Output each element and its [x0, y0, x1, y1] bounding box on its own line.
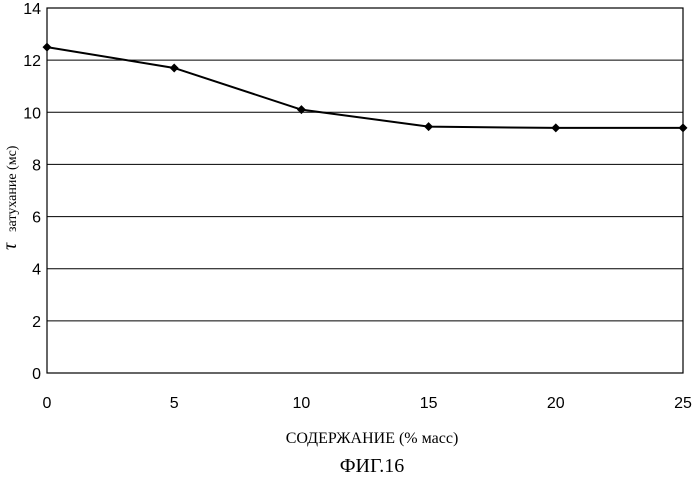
x-tick-label: 10	[293, 395, 311, 412]
data-point-marker	[679, 123, 688, 132]
data-point-marker	[43, 43, 52, 52]
data-point-marker	[551, 123, 560, 132]
series-group	[43, 43, 688, 133]
x-tick-label: 25	[674, 395, 692, 412]
x-tick-label: 15	[420, 395, 438, 412]
y-tick-label: 2	[32, 314, 41, 331]
figure-caption: ФИГ.16	[340, 455, 405, 477]
y-tick-label: 4	[32, 262, 41, 279]
x-tick-label: 0	[43, 395, 52, 412]
y-axis-label: τ затухание (мс)	[0, 145, 21, 250]
data-point-marker	[424, 122, 433, 131]
y-axis-title: затухание (мс)	[5, 145, 20, 232]
y-tick-label: 0	[32, 366, 41, 383]
y-tick-label: 12	[23, 53, 41, 70]
y-tick-label: 10	[23, 105, 41, 122]
grid-lines	[47, 60, 683, 321]
x-tick-label: 5	[170, 395, 179, 412]
x-axis-title: СОДЕРЖАНИЕ (% масс)	[286, 430, 459, 447]
y-tick-labels: 0 2 4 6 8 10 12 14	[23, 1, 41, 383]
series-line	[47, 47, 683, 128]
y-tick-label: 6	[32, 210, 41, 227]
data-point-marker	[297, 105, 306, 114]
x-tick-label: 20	[547, 395, 565, 412]
y-tick-label: 8	[32, 157, 41, 174]
data-point-marker	[170, 63, 179, 72]
x-tick-labels: 0 5 10 15 20 25	[43, 395, 692, 412]
y-tick-label: 14	[23, 1, 41, 18]
y-axis-symbol: τ	[0, 242, 21, 250]
